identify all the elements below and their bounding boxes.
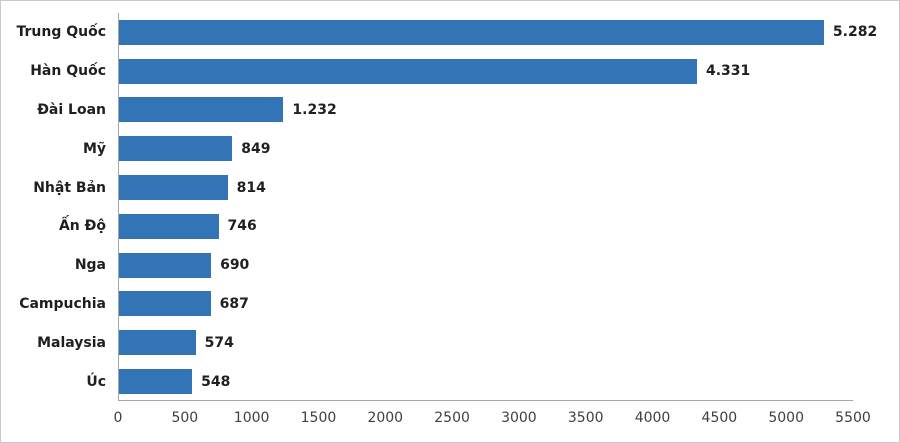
- bar: [119, 369, 193, 395]
- category-label: Úc: [86, 373, 106, 390]
- category-label: Malaysia: [37, 334, 106, 351]
- bar-zone: 548: [118, 362, 899, 401]
- bar-zone: 1.232: [118, 90, 899, 130]
- bar-zone: 4.331: [118, 51, 899, 91]
- bar-zone: 687: [118, 284, 899, 324]
- bar-row: Hàn Quốc 4.331: [1, 51, 899, 91]
- bar-row: Campuchia 687: [1, 284, 899, 324]
- bar: [119, 97, 284, 123]
- bar-row: Nga 690: [1, 245, 899, 285]
- x-tick-label: 4000: [634, 410, 671, 426]
- category-label: Mỹ: [82, 140, 106, 157]
- value-label: 574: [204, 334, 234, 351]
- bar-zone: 814: [118, 168, 899, 207]
- x-tick-label: 500: [171, 410, 199, 426]
- x-tick-label: 5000: [768, 410, 804, 426]
- category-label: Nhật Bản: [33, 179, 106, 196]
- bar-zone: 574: [118, 323, 899, 363]
- bar: [119, 213, 219, 239]
- value-label: 814: [236, 179, 266, 196]
- bar: [119, 330, 196, 356]
- x-axis: 0 500 1000 1500 2000 2500 3000 3500 4000 4500 5000…: [114, 400, 871, 442]
- bar-zone: 849: [118, 129, 899, 169]
- value-label: 690: [220, 257, 250, 274]
- bar-row: Nhật Bản 814: [1, 168, 899, 207]
- bar-zone: 690: [118, 245, 899, 285]
- value-label: 1.232: [292, 101, 337, 118]
- x-tick-label: 2500: [434, 410, 470, 426]
- bar-row: Úc 548: [1, 362, 899, 401]
- x-tick-label: 0: [113, 410, 123, 426]
- x-tick-label: 1500: [300, 410, 337, 426]
- x-tick-label: 4500: [701, 410, 738, 426]
- category-label: Ấn Độ: [58, 218, 106, 235]
- x-tick-label: 2000: [367, 410, 404, 426]
- bar: [119, 58, 697, 84]
- x-tick-label: 3500: [567, 410, 604, 426]
- value-label: 4.331: [705, 63, 751, 80]
- x-tick-label: 1000: [233, 410, 270, 426]
- bar-zone: 746: [118, 206, 899, 246]
- value-label: 746: [227, 218, 257, 235]
- bar-row: Trung Quốc 5.282: [1, 13, 899, 52]
- value-label: 687: [219, 295, 249, 312]
- category-label: Trung Quốc: [16, 24, 106, 41]
- value-label: 548: [201, 373, 231, 390]
- bar: [119, 19, 824, 45]
- x-tick-label: 3000: [501, 410, 537, 426]
- bar-row: Malaysia 574: [1, 323, 899, 363]
- category-label: Đài Loan: [37, 101, 106, 118]
- bar: [119, 291, 211, 317]
- category-label: Campuchia: [19, 295, 106, 312]
- bar: [119, 175, 228, 201]
- category-label: Hàn Quốc: [30, 63, 106, 80]
- x-tick-label: 5500: [835, 410, 871, 426]
- bar-row: Mỹ 849: [1, 129, 899, 169]
- value-label: 849: [241, 140, 271, 157]
- bar: [119, 252, 212, 278]
- category-label: Nga: [74, 257, 106, 274]
- value-label: 5.282: [832, 24, 878, 41]
- bar-zone: 5.282: [118, 13, 899, 52]
- bar-row: Ấn Độ 746: [1, 206, 899, 246]
- bar-rows: Trung Quốc 5.282 Hàn Quốc 4.331 Đài Loan 1.23…: [1, 13, 899, 401]
- bar: [119, 136, 233, 162]
- bar-row: Đài Loan 1.232: [1, 90, 899, 130]
